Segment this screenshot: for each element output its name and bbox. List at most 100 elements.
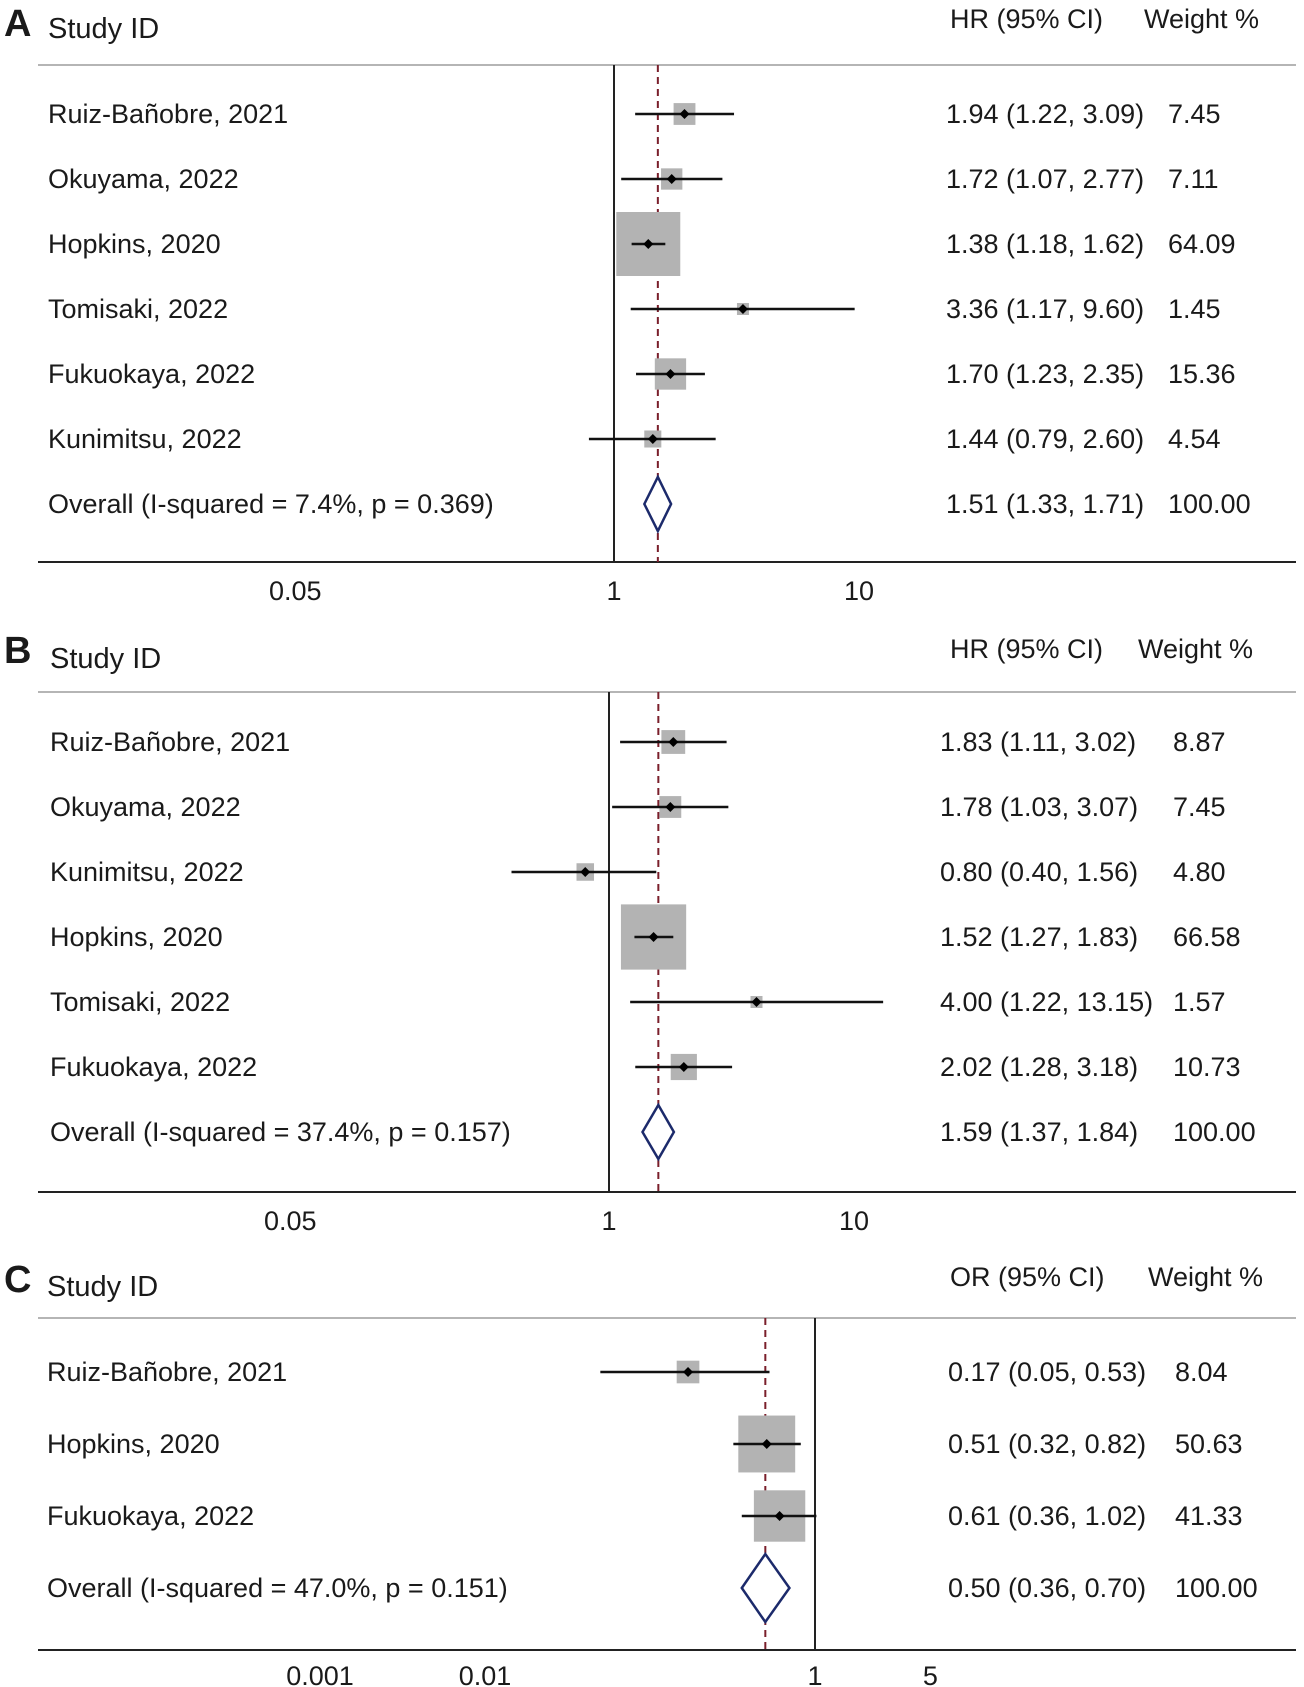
weight-text: 41.33	[1175, 1501, 1243, 1531]
study-row: Kunimitsu, 2022 1.44 (0.79, 2.60) 4.54	[48, 424, 1221, 454]
study-label: Fukuokaya, 2022	[48, 359, 255, 389]
column-header-effect: HR (95% CI)	[950, 634, 1103, 664]
effect-estimate-text: 1.70 (1.23, 2.35)	[946, 359, 1144, 389]
effect-estimate-text: 4.00 (1.22, 13.15)	[940, 987, 1153, 1017]
weight-text: 4.54	[1168, 424, 1221, 454]
point-estimate-marker	[774, 1511, 785, 1521]
study-row: Tomisaki, 2022 3.36 (1.17, 9.60) 1.45	[48, 294, 1221, 324]
study-label: Hopkins, 2020	[47, 1429, 220, 1459]
study-row: Fukuokaya, 2022 2.02 (1.28, 3.18) 10.73	[50, 1052, 1241, 1082]
weight-text: 8.04	[1175, 1357, 1228, 1387]
effect-estimate-text: 0.80 (0.40, 1.56)	[940, 857, 1138, 887]
point-estimate-marker	[683, 1367, 694, 1377]
forest-panel-c: C Study ID OR (95% CI) Weight % 0.001 0.01 1 5 R…	[4, 1259, 1296, 1687]
x-tick-label: 10	[844, 576, 874, 606]
column-header-effect: OR (95% CI)	[950, 1262, 1105, 1292]
point-estimate-marker	[580, 867, 591, 877]
effect-estimate-text: 1.78 (1.03, 3.07)	[940, 792, 1138, 822]
point-estimate-marker	[665, 369, 676, 379]
weight-text: 50.63	[1175, 1429, 1243, 1459]
overall-effect-text: 1.59 (1.37, 1.84)	[940, 1117, 1138, 1147]
forest-panel-b: B Study ID HR (95% CI) Weight % 0.05 1 10 Ruiz-…	[4, 630, 1296, 1236]
overall-effect-text: 0.50 (0.36, 0.70)	[948, 1573, 1146, 1603]
study-label: Fukuokaya, 2022	[50, 1052, 257, 1082]
effect-estimate-text: 1.83 (1.11, 3.02)	[940, 727, 1136, 757]
study-label: Hopkins, 2020	[48, 229, 221, 259]
study-row: Kunimitsu, 2022 0.80 (0.40, 1.56) 4.80	[50, 857, 1226, 887]
point-estimate-marker	[679, 109, 690, 119]
overall-weight-text: 100.00	[1175, 1573, 1258, 1603]
study-row: Ruiz-Bañobre, 2021 1.83 (1.11, 3.02) 8.87	[50, 727, 1226, 757]
weight-text: 1.57	[1173, 987, 1226, 1017]
column-header-effect: HR (95% CI)	[950, 4, 1103, 34]
study-row: Okuyama, 2022 1.72 (1.07, 2.77) 7.11	[48, 164, 1219, 194]
weight-text: 64.09	[1168, 229, 1236, 259]
study-row: Hopkins, 2020 1.38 (1.18, 1.62) 64.09	[48, 212, 1236, 276]
point-estimate-marker	[648, 932, 659, 942]
weight-text: 1.45	[1168, 294, 1221, 324]
study-label: Hopkins, 2020	[50, 922, 223, 952]
effect-estimate-text: 1.94 (1.22, 3.09)	[946, 99, 1144, 129]
weight-text: 7.11	[1168, 164, 1219, 194]
effect-estimate-text: 3.36 (1.17, 9.60)	[946, 294, 1144, 324]
study-row: Fukuokaya, 2022 1.70 (1.23, 2.35) 15.36	[48, 358, 1236, 390]
study-row: Okuyama, 2022 1.78 (1.03, 3.07) 7.45	[50, 792, 1226, 822]
overall-weight-text: 100.00	[1168, 489, 1251, 519]
point-estimate-marker	[737, 304, 748, 314]
x-tick-label: 1	[807, 1661, 822, 1687]
effect-estimate-text: 0.61 (0.36, 1.02)	[948, 1501, 1146, 1531]
x-tick-label: 0.01	[459, 1661, 512, 1687]
overall-label: Overall (I-squared = 47.0%, p = 0.151)	[47, 1573, 508, 1603]
effect-estimate-text: 2.02 (1.28, 3.18)	[940, 1052, 1138, 1082]
study-row: Fukuokaya, 2022 0.61 (0.36, 1.02) 41.33	[47, 1490, 1243, 1542]
weight-text: 7.45	[1173, 792, 1226, 822]
overall-label: Overall (I-squared = 37.4%, p = 0.157)	[50, 1117, 511, 1147]
column-header-study: Study ID	[48, 13, 159, 45]
study-label: Fukuokaya, 2022	[47, 1501, 254, 1531]
weight-text: 66.58	[1173, 922, 1241, 952]
x-tick-label: 0.001	[286, 1661, 354, 1687]
x-tick-label: 0.05	[264, 1206, 317, 1236]
study-row: Ruiz-Bañobre, 2021 1.94 (1.22, 3.09) 7.45	[48, 99, 1221, 129]
study-label: Tomisaki, 2022	[48, 294, 228, 324]
effect-estimate-text: 1.44 (0.79, 2.60)	[946, 424, 1144, 454]
column-header-study: Study ID	[47, 1271, 158, 1303]
study-label: Ruiz-Bañobre, 2021	[50, 727, 290, 757]
point-estimate-marker	[643, 239, 654, 249]
study-label: Tomisaki, 2022	[50, 987, 230, 1017]
column-header-weight: Weight %	[1148, 1262, 1263, 1292]
overall-label: Overall (I-squared = 7.4%, p = 0.369)	[48, 489, 494, 519]
x-tick-label: 1	[606, 576, 621, 606]
column-header-weight: Weight %	[1144, 4, 1259, 34]
x-tick-label: 10	[839, 1206, 869, 1236]
study-row: Ruiz-Bañobre, 2021 0.17 (0.05, 0.53) 8.04	[47, 1357, 1228, 1387]
column-header-study: Study ID	[50, 643, 161, 675]
effect-estimate-text: 1.72 (1.07, 2.77)	[946, 164, 1144, 194]
study-row: Hopkins, 2020 1.52 (1.27, 1.83) 66.58	[50, 904, 1241, 970]
pooled-diamond	[642, 474, 673, 534]
effect-estimate-text: 0.51 (0.32, 0.82)	[948, 1429, 1146, 1459]
pooled-diamond	[641, 1102, 676, 1162]
study-label: Kunimitsu, 2022	[48, 424, 242, 454]
point-estimate-marker	[666, 174, 677, 184]
weight-text: 8.87	[1173, 727, 1226, 757]
x-tick-label: 1	[601, 1206, 616, 1236]
forest-panel-a: A Study ID HR (95% CI) Weight % 0.05 1 10 Ruiz-…	[4, 3, 1296, 606]
weight-text: 10.73	[1173, 1052, 1241, 1082]
study-label: Okuyama, 2022	[50, 792, 241, 822]
weight-text: 7.45	[1168, 99, 1221, 129]
weight-text: 15.36	[1168, 359, 1236, 389]
x-tick-label: 5	[923, 1661, 938, 1687]
point-estimate-marker	[751, 997, 762, 1007]
point-estimate-marker	[647, 434, 658, 444]
panel-letter: C	[4, 1259, 31, 1301]
overall-row: Overall (I-squared = 7.4%, p = 0.369) 1.5…	[48, 474, 1251, 534]
overall-effect-text: 1.51 (1.33, 1.71)	[946, 489, 1144, 519]
study-row: Hopkins, 2020 0.51 (0.32, 0.82) 50.63	[47, 1415, 1243, 1473]
overall-weight-text: 100.00	[1173, 1117, 1256, 1147]
study-row: Tomisaki, 2022 4.00 (1.22, 13.15) 1.57	[50, 987, 1226, 1017]
study-label: Ruiz-Bañobre, 2021	[48, 99, 288, 129]
point-estimate-marker	[668, 737, 679, 747]
point-estimate-marker	[665, 802, 676, 812]
